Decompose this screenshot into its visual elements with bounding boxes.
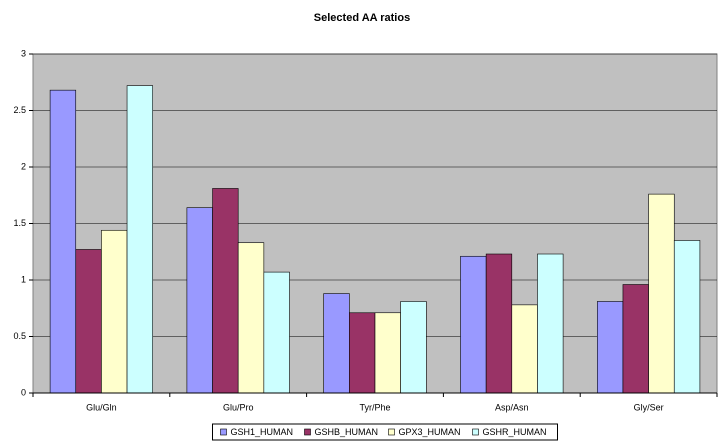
y-tick-label: 2.5 (13, 105, 26, 115)
y-tick-label: 0.5 (13, 331, 26, 341)
bar (485, 253, 513, 394)
bar (400, 301, 427, 394)
y-tick-label: 0 (21, 387, 26, 397)
bar (101, 229, 128, 394)
y-tick-label: 2 (21, 161, 26, 171)
bar (622, 284, 649, 394)
bar (263, 271, 290, 394)
x-tick-label: Tyr/Phe (359, 402, 390, 412)
y-tick-label: 3 (21, 48, 26, 58)
legend-box (212, 423, 558, 441)
bar (673, 240, 701, 394)
x-tick-label: Glu/Gln (86, 402, 117, 412)
bar (212, 188, 239, 394)
bar (349, 312, 376, 394)
legend-label: GSH1_HUMAN (231, 427, 294, 437)
y-tick-label: 1 (21, 274, 26, 284)
bar (75, 249, 102, 394)
x-tick-label: Asp/Asn (495, 402, 529, 412)
legend-label: GSHB_HUMAN (315, 427, 379, 437)
x-tick-label: Glu/Pro (223, 402, 254, 412)
bar (126, 85, 154, 394)
bar (596, 301, 624, 394)
bar (49, 89, 77, 394)
bar (323, 293, 350, 394)
legend-label: GPX3_HUMAN (399, 427, 461, 437)
legend-swatch (472, 428, 479, 436)
bar (374, 312, 401, 394)
bar (537, 253, 564, 394)
legend-label: GSHR_HUMAN (483, 427, 547, 437)
bar (511, 304, 538, 394)
y-tick-label: 1.5 (13, 218, 26, 228)
bar (186, 207, 213, 394)
x-tick-label: Gly/Ser (634, 402, 664, 412)
bar (237, 242, 265, 394)
chart-title: Selected AA ratios (314, 12, 410, 24)
legend-swatch (220, 428, 227, 436)
legend-swatch (304, 428, 311, 436)
bar (648, 193, 675, 394)
legend-swatch (388, 428, 395, 436)
bar (460, 255, 487, 394)
